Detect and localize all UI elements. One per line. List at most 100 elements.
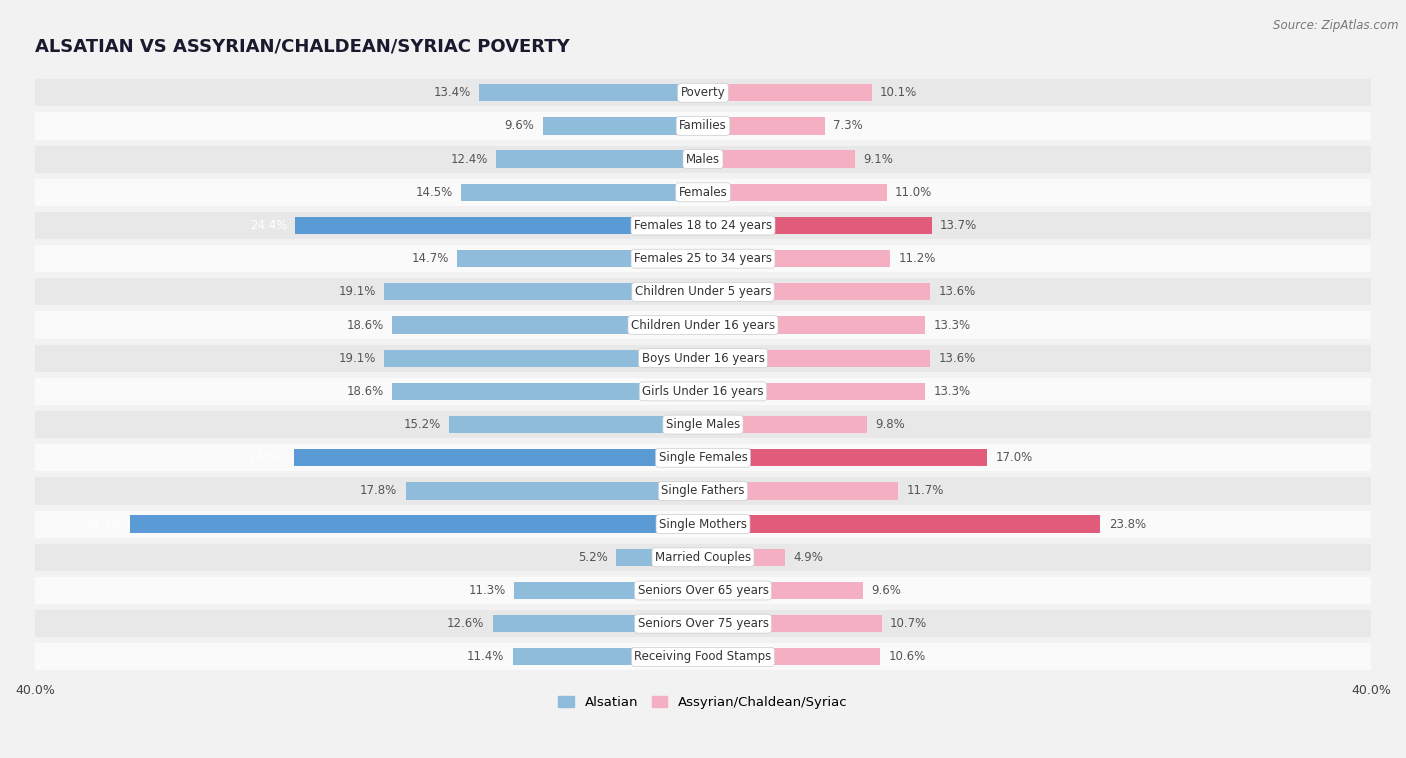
Bar — [461, 183, 703, 201]
Text: Boys Under 16 years: Boys Under 16 years — [641, 352, 765, 365]
Text: 14.7%: 14.7% — [412, 252, 449, 265]
Text: 10.1%: 10.1% — [880, 86, 917, 99]
Text: 23.8%: 23.8% — [1109, 518, 1146, 531]
Bar — [703, 283, 931, 300]
Bar — [35, 377, 1371, 405]
Text: 9.8%: 9.8% — [875, 418, 905, 431]
Text: 18.6%: 18.6% — [347, 318, 384, 331]
Text: Girls Under 16 years: Girls Under 16 years — [643, 385, 763, 398]
Bar — [479, 84, 703, 102]
Text: 11.3%: 11.3% — [468, 584, 506, 597]
Text: Single Mothers: Single Mothers — [659, 518, 747, 531]
Bar — [35, 212, 1371, 239]
Bar — [35, 312, 1371, 339]
Text: 11.0%: 11.0% — [896, 186, 932, 199]
Text: 15.2%: 15.2% — [404, 418, 441, 431]
Bar — [703, 549, 785, 566]
Text: Males: Males — [686, 152, 720, 165]
Bar — [703, 482, 898, 500]
Bar — [392, 316, 703, 334]
Bar — [703, 416, 866, 434]
Bar — [703, 582, 863, 599]
Text: 18.6%: 18.6% — [347, 385, 384, 398]
Bar — [35, 478, 1371, 505]
Bar — [35, 278, 1371, 305]
Bar — [35, 411, 1371, 438]
Bar — [703, 615, 882, 632]
Bar — [496, 151, 703, 168]
Bar — [35, 577, 1371, 604]
Text: 13.6%: 13.6% — [938, 352, 976, 365]
Text: 12.6%: 12.6% — [447, 617, 484, 630]
Text: 19.1%: 19.1% — [339, 352, 375, 365]
Bar — [703, 316, 925, 334]
Bar — [703, 648, 880, 666]
Bar — [703, 349, 931, 367]
Bar — [703, 250, 890, 268]
Text: 5.2%: 5.2% — [578, 551, 607, 564]
Text: 9.6%: 9.6% — [505, 120, 534, 133]
Text: 4.9%: 4.9% — [793, 551, 823, 564]
Text: Children Under 5 years: Children Under 5 years — [634, 285, 772, 299]
Text: Single Fathers: Single Fathers — [661, 484, 745, 497]
Bar — [35, 644, 1371, 671]
Bar — [515, 582, 703, 599]
Bar — [703, 383, 925, 400]
Text: 9.6%: 9.6% — [872, 584, 901, 597]
Text: 13.6%: 13.6% — [938, 285, 976, 299]
Bar — [35, 179, 1371, 206]
Text: Source: ZipAtlas.com: Source: ZipAtlas.com — [1274, 19, 1399, 32]
Bar — [35, 79, 1371, 106]
Bar — [35, 511, 1371, 537]
Bar — [131, 515, 703, 533]
Text: Seniors Over 75 years: Seniors Over 75 years — [637, 617, 769, 630]
Bar — [703, 117, 825, 135]
Bar — [35, 543, 1371, 571]
Bar — [449, 416, 703, 434]
Text: 17.8%: 17.8% — [360, 484, 398, 497]
Bar — [392, 383, 703, 400]
Bar — [35, 610, 1371, 637]
Text: 24.4%: 24.4% — [250, 219, 287, 232]
Bar — [384, 283, 703, 300]
Text: Females 18 to 24 years: Females 18 to 24 years — [634, 219, 772, 232]
Text: 7.3%: 7.3% — [834, 120, 863, 133]
Legend: Alsatian, Assyrian/Chaldean/Syriac: Alsatian, Assyrian/Chaldean/Syriac — [553, 691, 853, 714]
Text: Seniors Over 65 years: Seniors Over 65 years — [637, 584, 769, 597]
Text: 13.3%: 13.3% — [934, 318, 970, 331]
Text: Females 25 to 34 years: Females 25 to 34 years — [634, 252, 772, 265]
Text: Families: Families — [679, 120, 727, 133]
Bar — [703, 183, 887, 201]
Text: 24.5%: 24.5% — [249, 451, 285, 464]
Bar — [457, 250, 703, 268]
Bar — [543, 117, 703, 135]
Text: ALSATIAN VS ASSYRIAN/CHALDEAN/SYRIAC POVERTY: ALSATIAN VS ASSYRIAN/CHALDEAN/SYRIAC POV… — [35, 38, 569, 56]
Text: Children Under 16 years: Children Under 16 years — [631, 318, 775, 331]
Bar — [35, 112, 1371, 139]
Text: 12.4%: 12.4% — [450, 152, 488, 165]
Text: Single Males: Single Males — [666, 418, 740, 431]
Text: 10.7%: 10.7% — [890, 617, 928, 630]
Bar — [295, 217, 703, 234]
Text: 13.7%: 13.7% — [941, 219, 977, 232]
Bar — [384, 349, 703, 367]
Text: 13.4%: 13.4% — [433, 86, 471, 99]
Text: 11.7%: 11.7% — [907, 484, 945, 497]
Text: 14.5%: 14.5% — [415, 186, 453, 199]
Text: 13.3%: 13.3% — [934, 385, 970, 398]
Text: 11.2%: 11.2% — [898, 252, 936, 265]
Bar — [703, 449, 987, 466]
Text: Females: Females — [679, 186, 727, 199]
Bar — [616, 549, 703, 566]
Text: 19.1%: 19.1% — [339, 285, 375, 299]
Text: 11.4%: 11.4% — [467, 650, 505, 663]
Text: Poverty: Poverty — [681, 86, 725, 99]
Text: Married Couples: Married Couples — [655, 551, 751, 564]
Bar — [703, 217, 932, 234]
Bar — [492, 615, 703, 632]
Text: 34.3%: 34.3% — [84, 518, 122, 531]
Bar — [35, 146, 1371, 173]
Bar — [35, 245, 1371, 272]
Text: 17.0%: 17.0% — [995, 451, 1032, 464]
Text: 10.6%: 10.6% — [889, 650, 925, 663]
